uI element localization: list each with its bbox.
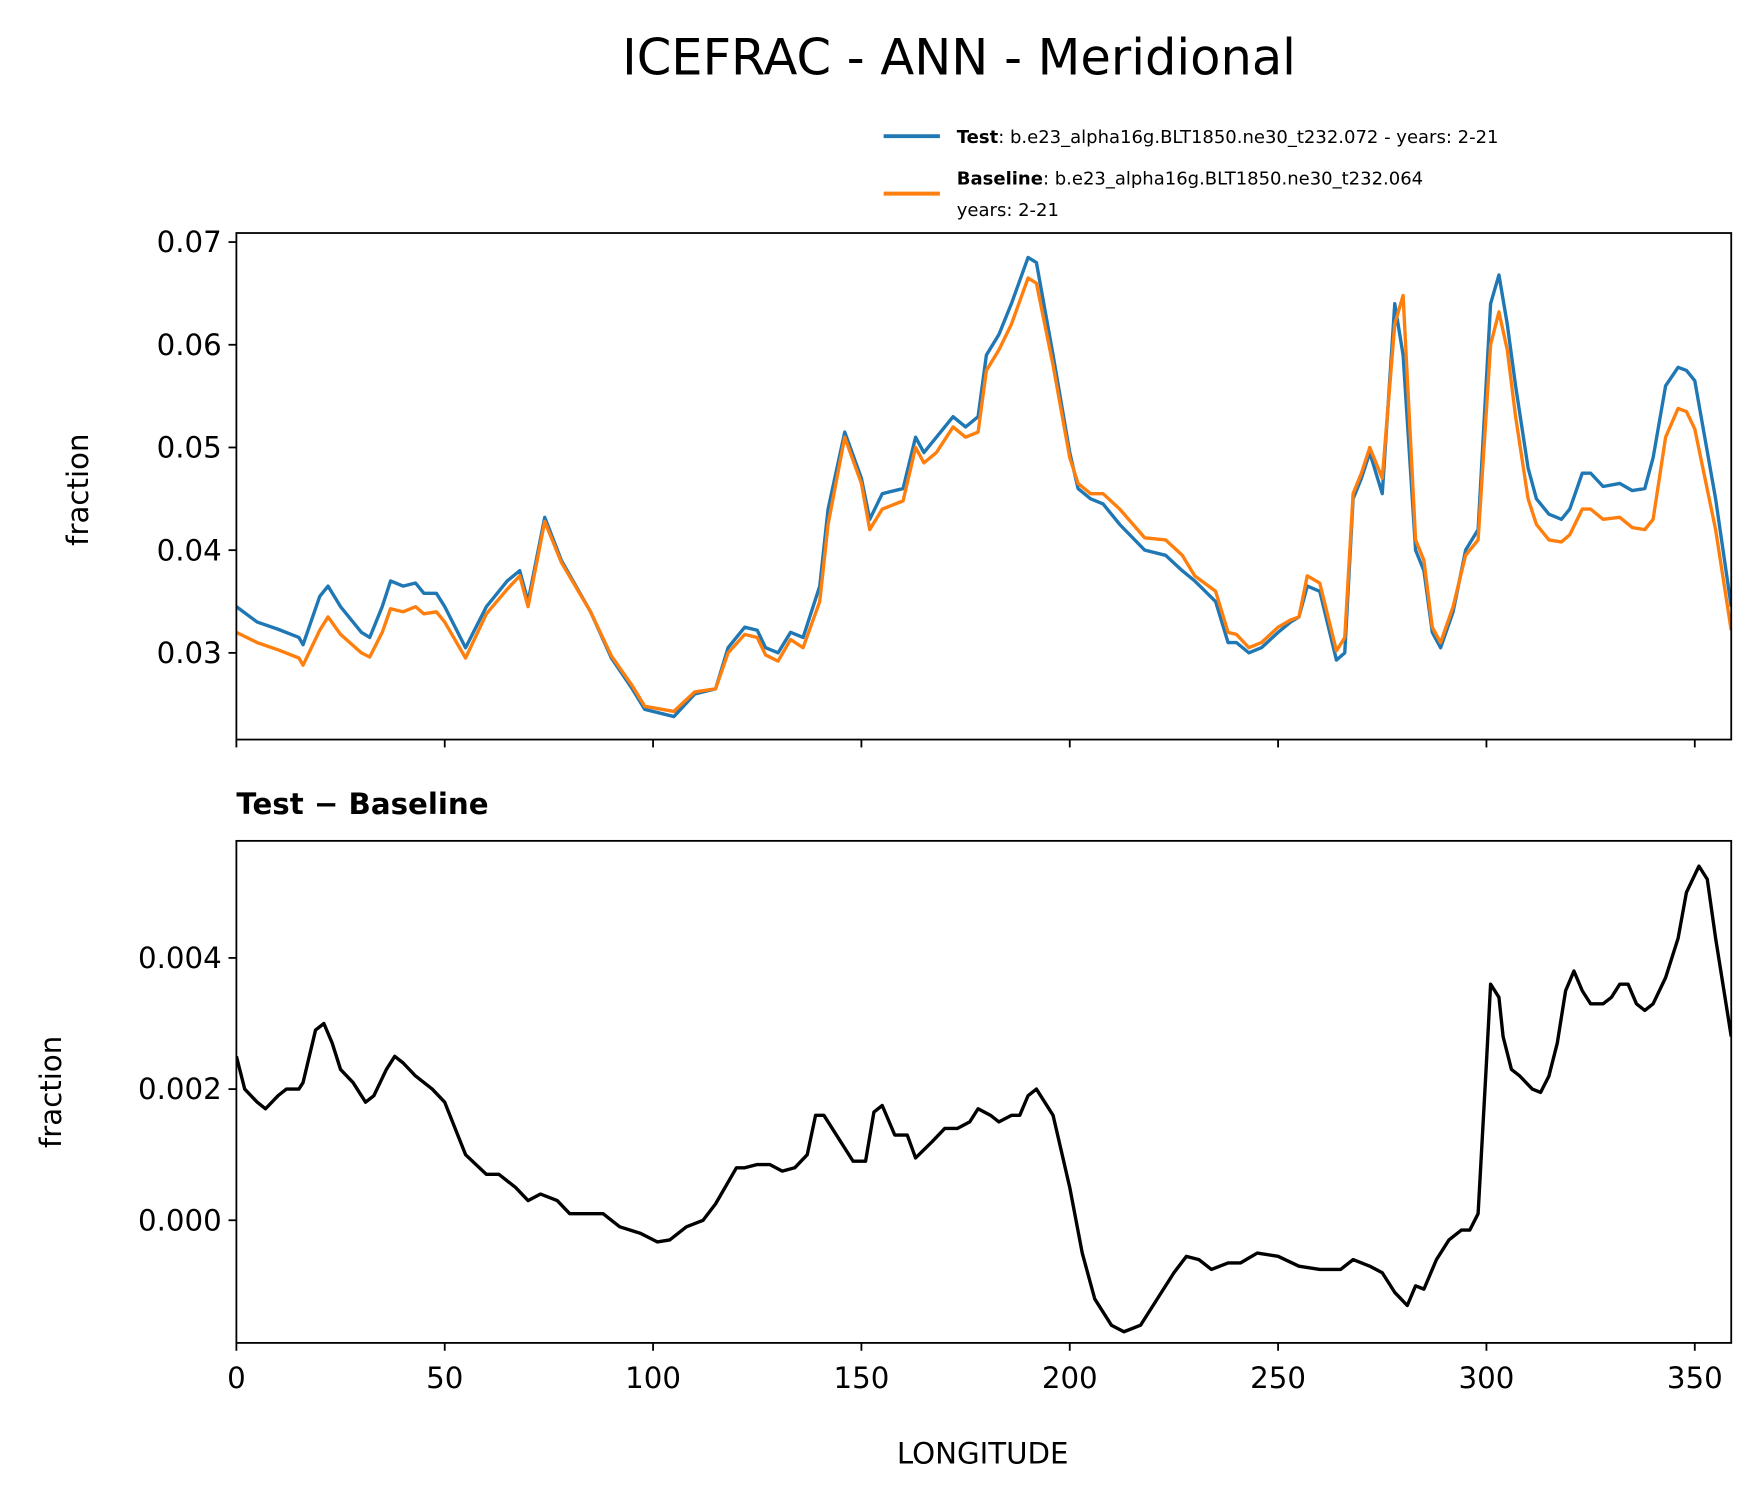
y-tick-label: 0.05 <box>157 431 222 465</box>
series-line <box>236 864 1732 1334</box>
legend-description: : b.e23_alpha16g.BLT1850.ne30_t232.072 -… <box>998 127 1498 148</box>
legend-text: Baseline: b.e23_alpha16g.BLT1850.ne30_t2… <box>957 169 1423 190</box>
legend-text: years: 2-21 <box>957 200 1059 221</box>
y-tick-label: 0.004 <box>138 941 222 975</box>
x-tick-label: 100 <box>625 1361 681 1395</box>
series-line <box>236 276 1732 714</box>
y-axis-label: fraction <box>34 1036 68 1148</box>
legend-name: Baseline <box>957 169 1043 190</box>
chart-title: ICEFRAC - ANN - Meridional <box>622 28 1296 86</box>
legend-text: Test: b.e23_alpha16g.BLT1850.ne30_t232.0… <box>957 127 1499 148</box>
series-line <box>236 255 1732 719</box>
x-tick-label: 250 <box>1250 1361 1306 1395</box>
y-tick-label: 0.002 <box>138 1072 222 1106</box>
x-tick-label: 150 <box>833 1361 889 1395</box>
plot-frame <box>235 232 1733 741</box>
y-tick-label: 0.03 <box>157 636 222 670</box>
x-tick-label: 50 <box>426 1361 463 1395</box>
x-tick-label: 0 <box>227 1361 246 1395</box>
y-tick-label: 0.000 <box>138 1203 222 1237</box>
subtitle: Test − Baseline <box>236 787 488 821</box>
y-tick-label: 0.07 <box>157 225 222 259</box>
x-axis-label: LONGITUDE <box>897 1436 1069 1470</box>
y-axis-label: fraction <box>61 433 95 545</box>
x-tick-label: 300 <box>1459 1361 1515 1395</box>
legend-name: Test <box>957 127 999 148</box>
plot-frame <box>235 839 1733 1344</box>
legend-description: years: 2-21 <box>957 200 1059 221</box>
legend-description: : b.e23_alpha16g.BLT1850.ne30_t232.064 <box>1043 169 1423 190</box>
x-tick-label: 350 <box>1667 1361 1723 1395</box>
x-tick-label: 200 <box>1042 1361 1098 1395</box>
y-tick-label: 0.04 <box>157 533 222 567</box>
y-tick-label: 0.06 <box>157 328 222 362</box>
